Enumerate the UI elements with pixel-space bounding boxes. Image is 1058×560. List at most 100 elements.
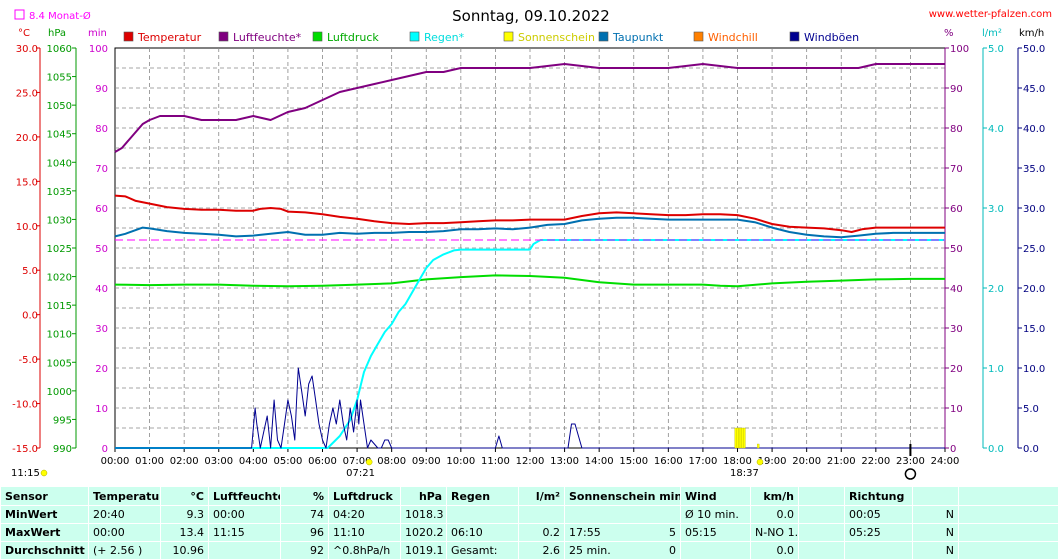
y-tick-label-temperature_c: 15.0 — [16, 177, 38, 188]
legend-label: Windböen — [804, 31, 859, 44]
y-tick-label-wind_kmh: 20.0 — [1023, 284, 1045, 295]
y-tick-label-humidity_pct: 90 — [950, 84, 963, 95]
stats-press-value: 1019.1 — [401, 542, 447, 560]
y-tick-label-pressure_hpa: 1030 — [47, 215, 72, 226]
y-tick-label-temperature_c: 20.0 — [16, 133, 38, 144]
kmh-unit: km/h — [1019, 28, 1044, 39]
stats-press-time: 11:10 — [329, 524, 401, 542]
stats-rain-time: Gesamt: — [447, 542, 519, 560]
y-tick-label-pressure_hpa: 990 — [53, 444, 72, 455]
left-time-label: 11:15 — [11, 468, 40, 479]
stats-wind-value-cell: N-NO 1.0 — [751, 524, 799, 542]
y-tick-label-humidity_pct: 40 — [950, 284, 963, 295]
x-tick-label: 04:00 — [239, 456, 268, 467]
sunset-time: 18:37 — [730, 468, 759, 479]
legend-swatch — [124, 32, 133, 41]
y-tick-label-wind_kmh: 30.0 — [1023, 204, 1045, 215]
x-tick-label: 03:00 — [204, 456, 233, 467]
stats-sun-time: 25 min. — [569, 544, 611, 557]
x-tick-label: 11:00 — [481, 456, 510, 467]
sunrise-time: 07:21 — [346, 468, 375, 479]
x-tick-label: 24:00 — [931, 456, 960, 467]
y-tick-label-temperature_c: -5.0 — [18, 355, 38, 366]
stats-hum-time: 00:00 — [209, 506, 281, 524]
y-tick-label-rain_lm2: 5.0 — [988, 44, 1004, 55]
stats-header-celsius: °C — [161, 487, 209, 506]
x-tick-label: 10:00 — [446, 456, 475, 467]
y-tick-label-pressure_hpa: 1020 — [47, 273, 72, 284]
stats-row-avg: Durchschnitt (+ 2.56 ) 10.96 92 ^0.8hPa/… — [1, 542, 1058, 560]
celsius-unit: °C — [18, 28, 30, 39]
y-tick-label-sunshine_min: 10 — [95, 404, 108, 415]
site-url[interactable]: www.wetter-pfalzen.com — [929, 9, 1052, 20]
stats-row-label: Durchschnitt — [1, 542, 89, 560]
y-tick-label-temperature_c: 30.0 — [16, 44, 38, 55]
y-tick-label-pressure_hpa: 1025 — [47, 244, 72, 255]
y-tick-label-pressure_hpa: 1015 — [47, 301, 72, 312]
y-tick-label-sunshine_min: 90 — [95, 84, 108, 95]
stats-spacer — [959, 524, 1058, 542]
y-tick-label-pressure_hpa: 1050 — [47, 101, 72, 112]
legend-swatch — [219, 32, 228, 41]
x-tick-label: 23:00 — [896, 456, 925, 467]
stats-rain-time: 06:10 — [447, 524, 519, 542]
y-tick-label-pressure_hpa: 1055 — [47, 73, 72, 84]
legend-swatch — [694, 32, 703, 41]
y-tick-label-humidity_pct: 0 — [950, 444, 956, 455]
stats-dir-value: N — [913, 542, 959, 560]
legend-label: Taupunkt — [612, 31, 664, 44]
y-tick-label-humidity_pct: 60 — [950, 204, 963, 215]
x-tick-label: 18:00 — [723, 456, 752, 467]
stats-temp-value: 13.4 — [161, 524, 209, 542]
y-tick-label-temperature_c: -10.0 — [12, 400, 38, 411]
stats-wind-time — [681, 542, 751, 560]
stats-dir-value: N — [913, 524, 959, 542]
y-tick-label-wind_kmh: 50.0 — [1023, 44, 1045, 55]
y-tick-label-humidity_pct: 30 — [950, 324, 963, 335]
stats-rain-time — [447, 506, 519, 524]
y-tick-label-humidity_pct: 50 — [950, 244, 963, 255]
stats-wind-value-cell: 0.0 — [751, 506, 799, 524]
y-tick-label-temperature_c: 0.0 — [22, 311, 38, 322]
stats-temp-time: (+ 2.56 ) — [89, 542, 161, 560]
stats-spacer — [959, 542, 1058, 560]
x-tick-label: 12:00 — [516, 456, 545, 467]
stats-wind-time: 05:15 — [681, 524, 751, 542]
y-tick-label-humidity_pct: 70 — [950, 164, 963, 175]
y-tick-label-wind_kmh: 0.0 — [1023, 444, 1039, 455]
y-tick-label-wind_kmh: 10.0 — [1023, 364, 1045, 375]
y-tick-label-temperature_c: 10.0 — [16, 222, 38, 233]
stats-row-label: MaxWert — [1, 524, 89, 542]
y-tick-label-temperature_c: 5.0 — [22, 266, 38, 277]
stats-press-value: 1018.3 — [401, 506, 447, 524]
stats-table: Sensor Temperatur °C Luftfeuchte % Luftd… — [0, 486, 1058, 560]
sunset-icon — [757, 459, 763, 465]
x-tick-label: 00:00 — [101, 456, 130, 467]
stats-row-min: MinWert 20:40 9.3 00:00 74 04:20 1018.3 … — [1, 506, 1058, 524]
stats-dir-time — [845, 542, 913, 560]
stats-header-lm2: l/m² — [519, 487, 565, 506]
chart-background — [0, 0, 1058, 486]
y-tick-label-temperature_c: -15.0 — [12, 444, 38, 455]
stats-wind-value: 1.0 — [788, 526, 799, 539]
y-tick-label-humidity_pct: 100 — [950, 44, 969, 55]
stats-temp-value: 10.96 — [161, 542, 209, 560]
x-tick-label: 17:00 — [689, 456, 718, 467]
stats-press-time: 04:20 — [329, 506, 401, 524]
y-tick-label-wind_kmh: 45.0 — [1023, 84, 1045, 95]
legend-swatch — [504, 32, 513, 41]
y-tick-label-pressure_hpa: 1040 — [47, 158, 72, 169]
stats-press-value: 1020.2 — [401, 524, 447, 542]
stats-header-sensor: Sensor — [1, 487, 89, 506]
percent-unit: % — [944, 28, 954, 39]
y-tick-label-rain_lm2: 0.0 — [988, 444, 1004, 455]
y-tick-label-wind_kmh: 40.0 — [1023, 124, 1045, 135]
stats-sun-cell — [565, 506, 681, 524]
x-tick-label: 05:00 — [274, 456, 303, 467]
stats-sun-value: 0 — [669, 543, 676, 558]
chart-title: Sonntag, 09.10.2022 — [452, 7, 610, 25]
y-tick-label-rain_lm2: 1.0 — [988, 364, 1004, 375]
rain-unit: l/m² — [982, 28, 1002, 39]
weather-chart: Sonntag, 09.10.2022 www.wetter-pfalzen.c… — [0, 0, 1058, 486]
stats-hum-value: 74 — [281, 506, 329, 524]
